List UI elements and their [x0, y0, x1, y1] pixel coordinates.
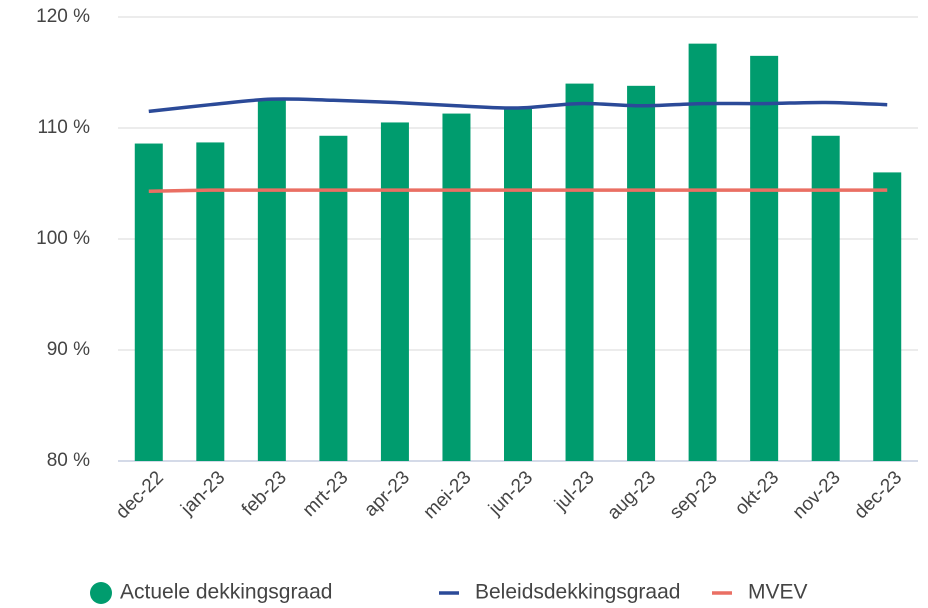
x-tick-label: aug-23	[603, 467, 660, 524]
y-tick-label: 100 %	[36, 228, 90, 249]
x-tick-label: feb-23	[238, 467, 291, 520]
x-tick-label: dec-23	[850, 467, 906, 523]
legend-marker	[90, 582, 112, 604]
line	[148, 188, 888, 194]
y-tick-label: 110 %	[38, 117, 91, 138]
bar	[319, 135, 348, 461]
x-tick-label: dec-22	[112, 467, 168, 523]
legend-label: MVEV	[748, 581, 808, 604]
x-tick-label: apr-23	[360, 467, 414, 521]
x-tick-label: nov-23	[789, 467, 845, 523]
line	[148, 97, 888, 114]
bar	[750, 55, 779, 461]
x-tick-label: jul-23	[550, 467, 598, 515]
bar	[504, 108, 532, 462]
x-tick-label: jan-23	[176, 467, 229, 520]
bar	[134, 143, 163, 462]
bar	[873, 172, 902, 461]
legend-label: Actuele dekkingsgraad	[120, 581, 332, 604]
legend-label: Beleidsdekkingsgraad	[475, 581, 680, 604]
y-tick-label: 120 %	[36, 6, 90, 27]
y-tick-label: 80 %	[47, 450, 90, 471]
x-tick-label: mei-23	[420, 467, 476, 523]
x-tick-label: mrt-23	[299, 467, 353, 521]
bar	[627, 85, 656, 461]
bar	[257, 99, 286, 461]
bar	[811, 135, 840, 461]
x-tick-label: jun-23	[484, 467, 537, 520]
x-tick-label: sep-23	[666, 467, 722, 523]
bar	[688, 43, 717, 461]
x-tick-label: okt-23	[731, 467, 783, 519]
bar	[380, 122, 409, 461]
y-tick-label: 90 %	[47, 339, 90, 360]
bar	[442, 113, 471, 461]
bar	[565, 83, 594, 461]
bar	[196, 142, 225, 461]
